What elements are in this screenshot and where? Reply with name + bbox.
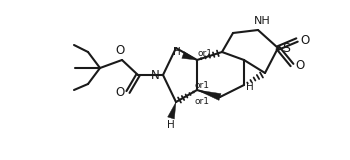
Text: H: H bbox=[246, 82, 254, 92]
Polygon shape bbox=[197, 90, 221, 100]
Text: S: S bbox=[282, 41, 290, 55]
Text: O: O bbox=[116, 85, 125, 99]
Text: or1: or1 bbox=[195, 97, 210, 107]
Text: O: O bbox=[116, 44, 125, 56]
Text: NH: NH bbox=[254, 16, 270, 26]
Polygon shape bbox=[182, 52, 197, 60]
Text: O: O bbox=[300, 33, 310, 47]
Text: or1: or1 bbox=[195, 80, 210, 89]
Text: O: O bbox=[295, 59, 304, 72]
Polygon shape bbox=[168, 102, 176, 119]
Text: H: H bbox=[167, 120, 175, 130]
Text: or1: or1 bbox=[197, 48, 212, 57]
Text: N: N bbox=[150, 68, 159, 81]
Text: H: H bbox=[173, 47, 181, 57]
